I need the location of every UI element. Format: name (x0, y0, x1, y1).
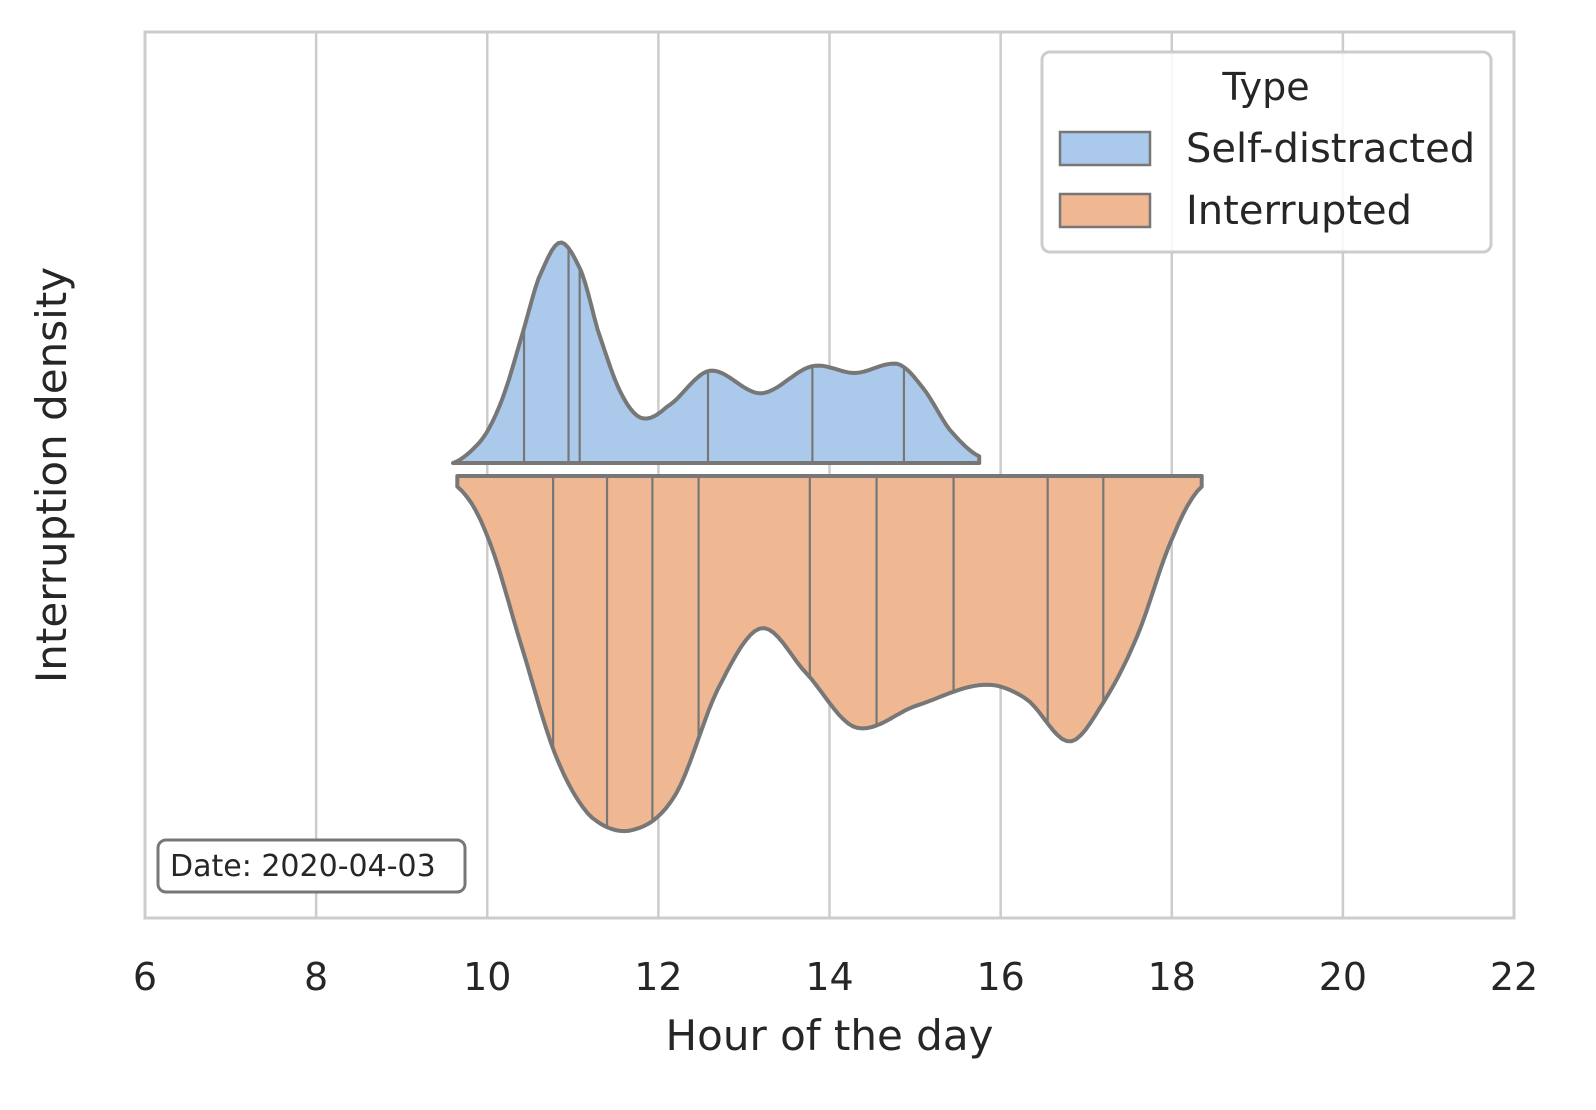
violins (451, 240, 1204, 834)
violin-interrupted (457, 476, 1202, 832)
legend: Type Self-distracted Interrupted (1040, 50, 1493, 254)
x-tick-label: 18 (1148, 955, 1196, 999)
legend-swatch-self-distracted (1058, 130, 1152, 167)
x-tick-label: 20 (1319, 955, 1367, 999)
plot-frame (143, 30, 1516, 920)
x-tick-label: 12 (634, 955, 682, 999)
date-annotation-text: Date: 2020-04-03 (170, 849, 436, 884)
legend-box (1040, 50, 1493, 254)
x-tick-label: 8 (304, 955, 328, 999)
x-tick-label: 6 (133, 955, 157, 999)
violin-self-distracted (453, 242, 980, 463)
violin-outline-self-distracted (451, 240, 982, 465)
legend-title: Type (1221, 65, 1309, 109)
x-tick-label: 14 (805, 955, 853, 999)
legend-label-interrupted: Interrupted (1186, 188, 1412, 234)
x-tick-label: 16 (976, 955, 1024, 999)
legend-label-self-distracted: Self-distracted (1186, 126, 1475, 172)
date-annotation-box (156, 838, 467, 894)
y-axis-label: Interruption density (27, 267, 76, 683)
violin-outline-interrupted (455, 474, 1204, 834)
x-tick-label: 10 (463, 955, 511, 999)
x-tick-labels: 6 8 10 12 14 16 18 20 22 (133, 955, 1538, 999)
x-axis-label: Hour of the day (666, 1011, 994, 1060)
x-tick-label: 22 (1490, 955, 1538, 999)
legend-swatch-interrupted (1058, 192, 1152, 229)
date-annotation: Date: 2020-04-03 (156, 838, 467, 894)
